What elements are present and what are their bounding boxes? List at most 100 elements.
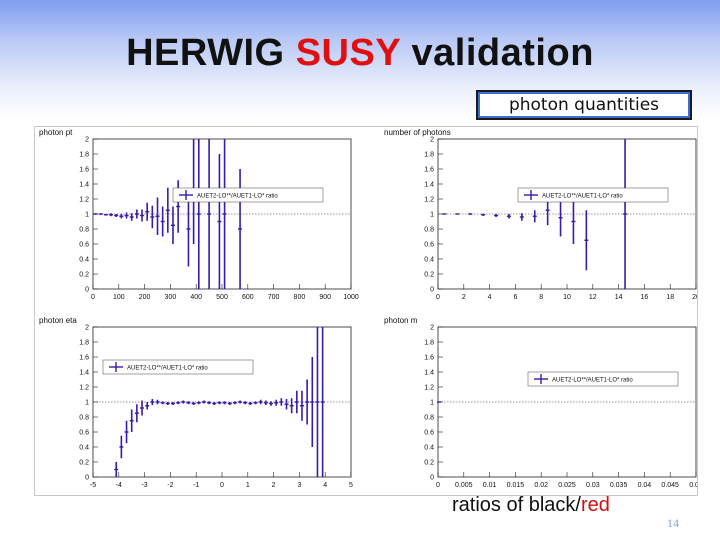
y-tick-label: 0.4 — [79, 257, 89, 264]
x-tick-label: 0.05 — [689, 482, 697, 489]
slide-title: HERWIG SUSY validation — [0, 32, 720, 75]
y-tick-label: 1.4 — [424, 370, 434, 377]
y-tick-label: 1.8 — [424, 152, 434, 159]
y-tick-label: 1.6 — [424, 355, 434, 362]
y-tick-label: 2 — [430, 137, 434, 144]
x-tick-label: 8 — [539, 294, 543, 301]
x-tick-label: 0.02 — [534, 482, 548, 489]
panel-3: photon eta 0 0.2 0.4 0.6 0.8 1 1.2 1.4 1.6 1.8 2 -5 -… — [39, 316, 353, 489]
x-tick-label: 0 — [436, 482, 440, 489]
y-tick-label: 0.2 — [424, 460, 434, 467]
legend-label: AUET2-LO**/AUET1-LO* ratio — [197, 194, 278, 200]
x-tick-label: 3 — [297, 482, 301, 489]
x-tick-label: 10 — [563, 294, 571, 301]
x-tick-label: 0.015 — [507, 482, 525, 489]
y-tick-label: 0.4 — [79, 445, 89, 452]
x-tick-label: 100 — [113, 294, 125, 301]
legend-box — [517, 187, 669, 203]
x-tick-label: 200 — [139, 294, 151, 301]
x-tick-label: 16 — [641, 294, 649, 301]
x-tick-label: 0.04 — [638, 482, 652, 489]
x-tick-label: -5 — [90, 482, 96, 489]
legend-box — [527, 371, 679, 387]
x-tick-label: 0.025 — [558, 482, 576, 489]
x-tick-label: 0 — [91, 294, 95, 301]
caption-black: black — [528, 494, 576, 516]
y-tick-label: 1.2 — [424, 385, 434, 392]
y-tick-label: 1.6 — [79, 355, 89, 362]
y-tick-label: 0.8 — [79, 415, 89, 422]
y-tick-label: 0.6 — [79, 430, 89, 437]
y-tick-label: 1.2 — [79, 385, 89, 392]
y-tick-label: 1.4 — [79, 182, 89, 189]
legend-box — [102, 359, 254, 375]
x-tick-label: 18 — [666, 294, 674, 301]
y-tick-label: 1.8 — [424, 340, 434, 347]
x-tick-label: -3 — [141, 482, 147, 489]
legend-label: AUET2-LO**/AUET1-LO* ratio — [127, 366, 208, 372]
y-tick-label: 1.6 — [79, 167, 89, 174]
panel-1: photon pt 0 0.2 0.4 0.6 0.8 1 1.2 1.4 1.6 1.8 2 0 100… — [39, 128, 359, 301]
y-tick-label: 0.8 — [79, 227, 89, 234]
x-tick-label: 12 — [589, 294, 597, 301]
panel-2: number of photons 0 0.2 0.4 0.6 0.8 1 1.2 1.4 1.6… — [384, 128, 697, 301]
title-part2: validation — [400, 32, 594, 74]
x-tick-label: 800 — [294, 294, 306, 301]
photon-quantities-label: photon quantities — [476, 90, 692, 120]
x-tick-label: -4 — [116, 482, 122, 489]
x-tick-label: 4 — [323, 482, 327, 489]
y-tick-label: 0.8 — [424, 415, 434, 422]
panel-title: photon eta — [39, 316, 77, 325]
y-tick-label: 0.2 — [424, 272, 434, 279]
x-tick-label: 14 — [615, 294, 623, 301]
legend-box — [172, 187, 324, 203]
x-tick-label: 4 — [488, 294, 492, 301]
y-tick-label: 0 — [85, 287, 89, 294]
x-tick-label: 600 — [242, 294, 254, 301]
y-tick-label: 1 — [430, 212, 434, 219]
y-tick-label: 1.8 — [79, 152, 89, 159]
panel-title: photon m — [384, 316, 418, 325]
y-tick-label: 0.4 — [424, 257, 434, 264]
y-tick-label: 2 — [85, 137, 89, 144]
x-tick-label: 2 — [272, 482, 276, 489]
title-highlight: SUSY — [295, 32, 401, 74]
x-tick-label: -2 — [167, 482, 173, 489]
legend-label: AUET2-LO**/AUET1-LO* ratio — [542, 194, 623, 200]
x-tick-label: 1 — [246, 482, 250, 489]
x-tick-label: 0.035 — [610, 482, 628, 489]
y-tick-label: 0.2 — [79, 460, 89, 467]
x-tick-label: 0 — [220, 482, 224, 489]
x-tick-label: 20 — [692, 294, 697, 301]
y-tick-label: 0.6 — [424, 242, 434, 249]
y-tick-label: 0 — [430, 475, 434, 482]
x-tick-label: 900 — [319, 294, 331, 301]
x-tick-label: 0.005 — [455, 482, 473, 489]
y-tick-label: 1.2 — [424, 197, 434, 204]
y-tick-label: 1.4 — [79, 370, 89, 377]
y-tick-label: 2 — [430, 325, 434, 332]
title-part1: HERWIG — [126, 32, 296, 74]
panel-title: number of photons — [384, 128, 451, 137]
y-tick-label: 1.2 — [79, 197, 89, 204]
plot-grid: photon pt 0 0.2 0.4 0.6 0.8 1 1.2 1.4 1.6 1.8 2 0 100… — [34, 126, 698, 496]
x-tick-label: -1 — [193, 482, 199, 489]
y-tick-label: 0.2 — [79, 272, 89, 279]
y-tick-label: 1 — [85, 400, 89, 407]
caption-prefix: ratios of — [452, 494, 529, 516]
x-tick-label: 0 — [436, 294, 440, 301]
y-tick-label: 0.8 — [424, 227, 434, 234]
y-tick-label: 0.6 — [424, 430, 434, 437]
y-tick-label: 1.8 — [79, 340, 89, 347]
caption: ratios of black/red — [452, 494, 610, 517]
legend-label: AUET2-LO**/AUET1-LO* ratio — [552, 378, 633, 384]
y-tick-label: 0 — [85, 475, 89, 482]
x-tick-label: 700 — [268, 294, 280, 301]
x-tick-label: 1000 — [343, 294, 359, 301]
y-tick-label: 1.6 — [424, 167, 434, 174]
x-tick-label: 2 — [462, 294, 466, 301]
x-tick-label: 5 — [349, 482, 353, 489]
caption-red: red — [580, 494, 610, 516]
x-tick-label: 0.045 — [661, 482, 679, 489]
